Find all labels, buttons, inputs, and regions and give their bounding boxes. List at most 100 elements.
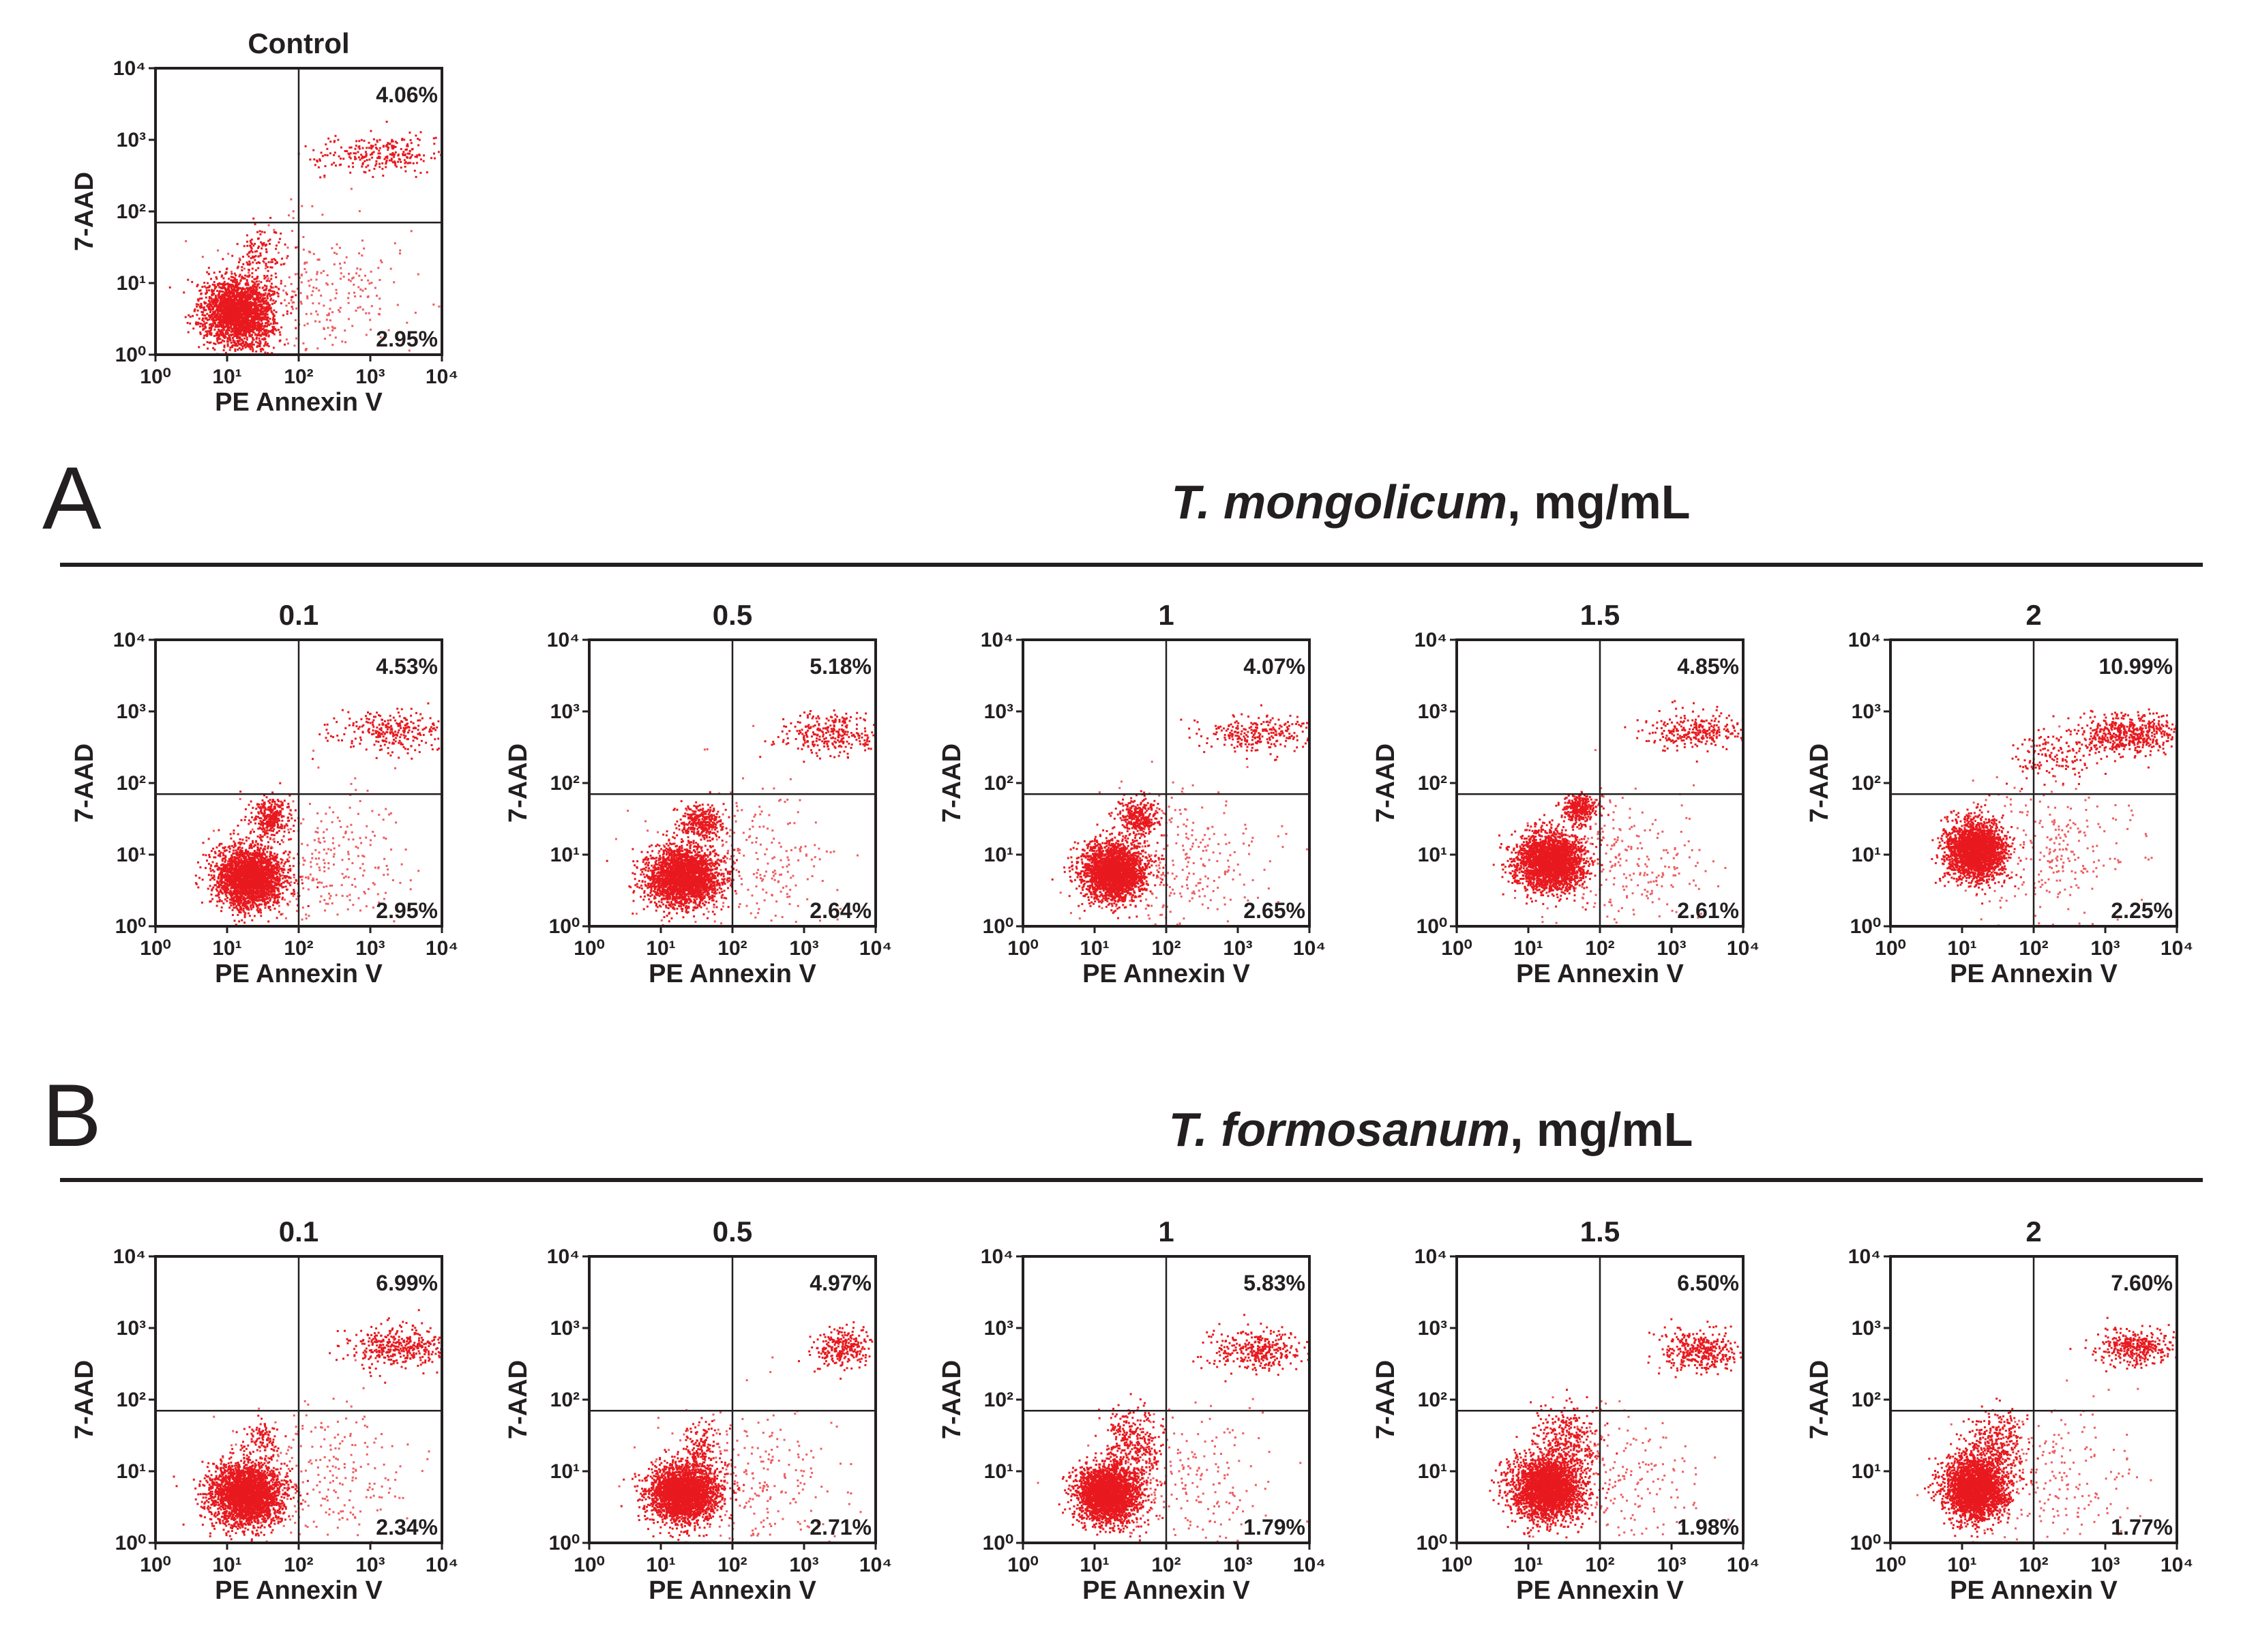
- event-dot: [368, 158, 371, 161]
- event-dot: [391, 140, 393, 143]
- event-dot: [245, 330, 248, 333]
- event-dot: [264, 342, 267, 345]
- event-dot: [263, 261, 265, 264]
- event-dot: [295, 246, 297, 249]
- event-dot: [272, 323, 275, 325]
- event-dot: [269, 864, 272, 867]
- event-dot: [324, 165, 327, 168]
- event-dot: [244, 341, 247, 344]
- event-dot: [266, 275, 269, 277]
- event-dot: [231, 873, 234, 876]
- event-dot: [249, 295, 252, 298]
- event-dot: [251, 319, 253, 322]
- event-dot: [329, 299, 332, 301]
- event-dot: [196, 285, 198, 288]
- event-dot: [228, 306, 231, 309]
- event-dot: [278, 252, 280, 254]
- event-dot: [216, 325, 219, 328]
- event-dot: [201, 311, 204, 314]
- event-dot: [267, 331, 269, 334]
- event-dot: [282, 289, 285, 292]
- event-dot: [274, 872, 277, 874]
- event-dot: [292, 217, 295, 220]
- event-dot: [221, 339, 224, 342]
- event-dot: [326, 314, 329, 316]
- event-dot: [211, 315, 213, 318]
- event-dot: [311, 205, 314, 207]
- event-dot: [416, 162, 418, 164]
- event-dot: [354, 156, 356, 158]
- event-dot: [357, 151, 359, 153]
- event-dot: [191, 280, 194, 283]
- event-dot: [250, 323, 252, 326]
- event-dot: [222, 325, 224, 327]
- event-dot: [235, 849, 237, 852]
- event-dot: [299, 876, 302, 879]
- y-tick-label: 10³: [117, 129, 146, 151]
- event-dot: [222, 316, 224, 319]
- event-dot: [224, 309, 227, 312]
- event-dot: [234, 329, 237, 331]
- event-dot: [282, 865, 285, 868]
- event-dot: [342, 158, 345, 160]
- event-dot: [258, 280, 261, 282]
- event-dot: [246, 308, 248, 310]
- event-dot: [238, 920, 241, 923]
- event-dot: [269, 216, 272, 219]
- event-dot: [334, 134, 337, 137]
- event-dot: [198, 876, 201, 879]
- event-dot: [246, 887, 249, 889]
- event-dot: [222, 285, 225, 288]
- event-dot: [232, 312, 235, 314]
- event-dot: [237, 313, 240, 316]
- event-dot: [252, 898, 254, 900]
- event-dot: [223, 344, 226, 347]
- event-dot: [258, 859, 260, 862]
- event-dot: [248, 286, 251, 289]
- event-dot: [399, 252, 401, 255]
- event-dot: [288, 831, 291, 834]
- event-dot: [222, 319, 225, 322]
- event-dot: [277, 861, 280, 864]
- event-dot: [200, 293, 203, 295]
- event-dot: [212, 308, 214, 311]
- event-dot: [230, 276, 233, 278]
- event-dot: [196, 314, 198, 316]
- event-dot: [250, 247, 253, 250]
- event-dot: [263, 344, 265, 347]
- event-dot: [246, 877, 249, 880]
- event-dot: [232, 280, 235, 283]
- event-dot: [368, 282, 371, 285]
- event-dot: [205, 301, 207, 304]
- event-dot: [232, 299, 235, 302]
- event-dot: [273, 321, 276, 324]
- event-dot: [433, 143, 436, 145]
- event-dot: [246, 320, 248, 323]
- event-dot: [267, 323, 269, 325]
- event-dot: [221, 859, 224, 862]
- event-dot: [285, 338, 288, 341]
- event-dot: [325, 319, 328, 321]
- event-dot: [261, 333, 264, 336]
- event-dot: [253, 303, 256, 306]
- event-dot: [258, 310, 261, 312]
- event-dot: [259, 341, 262, 344]
- event-dot: [223, 280, 226, 283]
- event-dot: [253, 831, 255, 833]
- event-dot: [250, 846, 253, 849]
- event-dot: [239, 316, 242, 319]
- event-dot: [432, 304, 435, 306]
- event-dot: [203, 343, 205, 346]
- event-dot: [302, 342, 305, 344]
- event-dot: [236, 286, 239, 289]
- event-dot: [406, 162, 409, 164]
- event-dot: [217, 342, 220, 344]
- event-dot: [211, 318, 214, 321]
- event-dot: [363, 171, 366, 173]
- event-dot: [315, 310, 318, 313]
- event-dot: [211, 898, 214, 900]
- event-dot: [368, 141, 370, 144]
- event-dot: [223, 885, 226, 887]
- event-dot: [220, 900, 223, 902]
- event-dot: [233, 277, 236, 280]
